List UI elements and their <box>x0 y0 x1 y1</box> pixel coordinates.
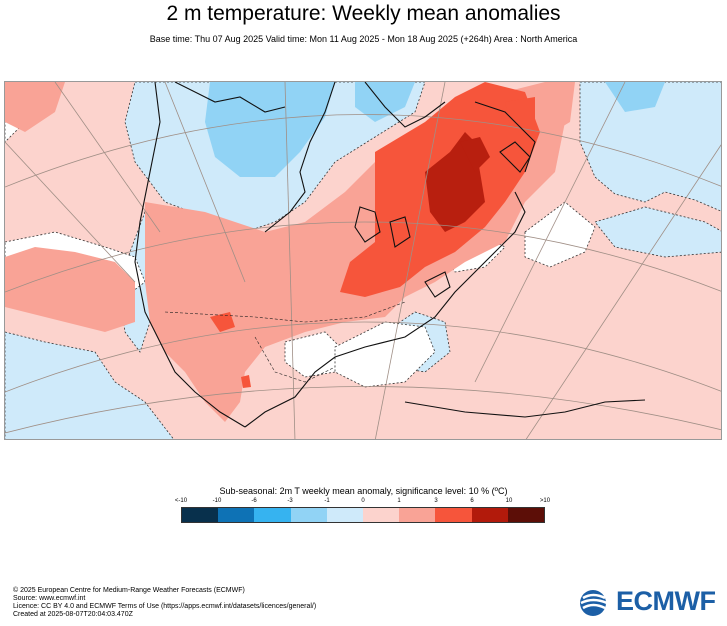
colorbar-swatch <box>471 508 508 522</box>
colorbar-tick: 3 <box>434 498 438 504</box>
colorbar-swatch <box>290 508 327 522</box>
map-canvas <box>5 82 721 439</box>
colorbar-tick: 0 <box>361 498 365 504</box>
colorbar-swatch <box>507 508 545 522</box>
colorbar-tick: -3 <box>287 498 293 504</box>
colorbar-tick: 1 <box>397 498 401 504</box>
anomaly-map <box>4 81 722 440</box>
colorbar-swatch <box>326 508 364 522</box>
colorbar <box>181 507 545 523</box>
colorbar-labels: <-10 -10 -6 -3 -1 0 1 3 6 10 >10 <box>0 498 727 508</box>
footer-credits: © 2025 European Centre for Medium-Range … <box>13 587 316 619</box>
colorbar-swatch <box>182 508 219 522</box>
colorbar-tick: 6 <box>470 498 474 504</box>
colorbar-title: Sub-seasonal: 2m T weekly mean anomaly, … <box>219 486 508 496</box>
colorbar-tick: -6 <box>251 498 257 504</box>
copyright-text: © 2025 European Centre for Medium-Range … <box>13 587 245 594</box>
colorbar-swatch <box>218 508 255 522</box>
chart-title: 2 m temperature: Weekly mean anomalies <box>166 2 561 25</box>
colorbar-swatch <box>363 508 400 522</box>
colorbar-swatch <box>399 508 436 522</box>
colorbar-tick: <-10 <box>174 498 188 504</box>
chart-subtitle: Base time: Thu 07 Aug 2025 Valid time: M… <box>149 34 578 44</box>
colorbar-swatch <box>435 508 472 522</box>
ecmwf-logo-icon <box>580 590 608 616</box>
colorbar-swatch <box>254 508 291 522</box>
colorbar-tick: -1 <box>324 498 330 504</box>
ecmwf-logo-text: ECMWF <box>616 586 716 616</box>
colorbar-tick: >10 <box>539 498 551 504</box>
ecmwf-logo: ECMWF <box>577 586 717 618</box>
licence-text: Licence: CC BY 4.0 and ECMWF Terms of Us… <box>13 603 317 610</box>
colorbar-tick: 10 <box>505 498 513 504</box>
created-text: Created at 2025-08-07T20:04:03.470Z <box>13 611 133 618</box>
colorbar-tick: -10 <box>212 498 222 504</box>
source-text: Source: www.ecmwf.int <box>13 595 86 602</box>
